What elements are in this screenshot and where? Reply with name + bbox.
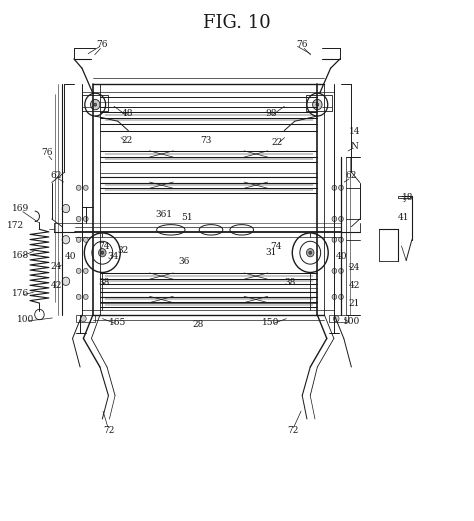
Circle shape [338, 216, 343, 221]
Text: FIG. 10: FIG. 10 [203, 14, 271, 31]
Circle shape [309, 251, 312, 254]
Circle shape [338, 237, 343, 242]
Text: 73: 73 [201, 137, 212, 145]
Bar [329, 315, 348, 322]
Circle shape [83, 185, 88, 190]
Circle shape [307, 93, 328, 116]
Circle shape [76, 216, 81, 221]
Text: 74: 74 [270, 242, 282, 252]
Circle shape [91, 100, 100, 110]
Circle shape [101, 251, 104, 254]
Text: 34: 34 [108, 252, 119, 261]
Text: 38: 38 [98, 278, 109, 287]
Text: 24: 24 [51, 262, 62, 271]
Circle shape [94, 103, 97, 106]
Text: 176: 176 [12, 289, 29, 298]
Bar [307, 95, 332, 111]
Text: 51: 51 [182, 214, 193, 222]
Text: 36: 36 [178, 257, 190, 266]
Text: 28: 28 [192, 320, 204, 329]
Text: 361: 361 [155, 210, 173, 219]
Text: N: N [350, 142, 358, 151]
Circle shape [62, 235, 70, 244]
Circle shape [338, 294, 343, 300]
Circle shape [300, 241, 320, 264]
Text: 62: 62 [346, 171, 357, 180]
Circle shape [316, 103, 319, 106]
Text: 21: 21 [348, 299, 360, 307]
Text: 40: 40 [336, 252, 347, 261]
Circle shape [83, 294, 88, 300]
Text: 76: 76 [296, 40, 308, 49]
Circle shape [84, 233, 120, 272]
Text: 48: 48 [122, 109, 133, 118]
Text: 100: 100 [343, 317, 360, 326]
Circle shape [76, 294, 81, 300]
Text: 42: 42 [348, 281, 360, 290]
Circle shape [35, 309, 44, 320]
Text: 72: 72 [287, 426, 299, 436]
Text: 31: 31 [265, 247, 277, 257]
Circle shape [83, 237, 88, 242]
Circle shape [92, 241, 113, 264]
Text: 41: 41 [398, 214, 409, 222]
Circle shape [333, 316, 339, 322]
Circle shape [76, 237, 81, 242]
Text: 76: 76 [41, 148, 53, 157]
Circle shape [307, 249, 314, 257]
Bar [76, 315, 95, 322]
Circle shape [332, 237, 337, 242]
Text: 40: 40 [65, 252, 76, 261]
Text: 76: 76 [97, 40, 108, 49]
Circle shape [338, 185, 343, 190]
Circle shape [332, 268, 337, 274]
Text: 18: 18 [402, 193, 414, 202]
Circle shape [338, 268, 343, 274]
Circle shape [332, 294, 337, 300]
Circle shape [62, 204, 70, 213]
Circle shape [83, 268, 88, 274]
Text: 22: 22 [272, 138, 283, 146]
Text: 24: 24 [348, 263, 360, 272]
Text: 14: 14 [348, 127, 360, 136]
Text: 38: 38 [284, 278, 296, 287]
Text: 169: 169 [12, 204, 29, 213]
Text: 98: 98 [265, 109, 277, 118]
Circle shape [313, 100, 322, 110]
Text: 172: 172 [7, 221, 24, 230]
Text: 32: 32 [117, 245, 128, 255]
Circle shape [99, 249, 106, 257]
Text: 62: 62 [51, 171, 62, 180]
Text: 168: 168 [12, 251, 29, 260]
Circle shape [332, 185, 337, 190]
Text: 42: 42 [51, 281, 62, 290]
Circle shape [81, 316, 86, 322]
Text: 100: 100 [17, 315, 34, 324]
Circle shape [292, 233, 328, 272]
Circle shape [83, 216, 88, 221]
Circle shape [76, 268, 81, 274]
Circle shape [62, 277, 70, 286]
Bar [82, 95, 108, 111]
Text: 150: 150 [262, 318, 280, 327]
Circle shape [76, 185, 81, 190]
Text: 72: 72 [103, 426, 114, 436]
Circle shape [332, 216, 337, 221]
Circle shape [85, 93, 106, 116]
Bar [398, 195, 410, 198]
Text: 22: 22 [122, 137, 133, 145]
Text: 74: 74 [98, 242, 109, 252]
Text: 165: 165 [109, 318, 127, 327]
